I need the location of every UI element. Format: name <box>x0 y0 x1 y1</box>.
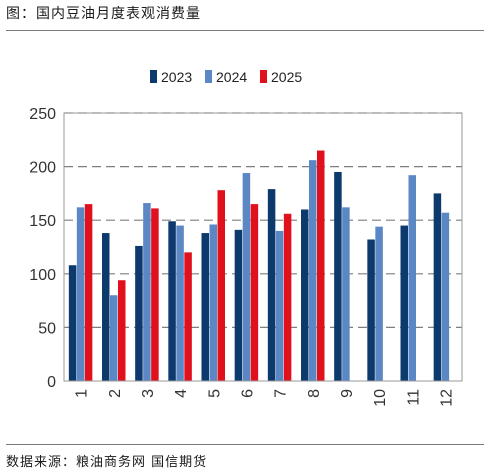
bar-2025-6 <box>250 204 259 381</box>
bar-2024-8 <box>309 160 317 381</box>
title-divider <box>6 30 484 31</box>
bar-2025-4 <box>184 252 192 381</box>
bar-2023-1 <box>68 265 77 381</box>
x-tick-label: 3 <box>140 389 157 398</box>
bar-2023-10 <box>367 239 375 381</box>
legend-label-2023: 2023 <box>161 69 192 85</box>
bar-2024-3 <box>143 203 151 381</box>
bar-2024-5 <box>209 224 217 381</box>
bar-2024-6 <box>242 173 251 381</box>
x-tick-label: 4 <box>173 389 190 398</box>
y-tick-label: 250 <box>29 106 56 123</box>
x-tick-label: 2 <box>107 389 124 398</box>
bar-2023-12 <box>433 193 442 381</box>
x-tick-label: 5 <box>206 389 223 398</box>
legend-swatch-2025 <box>260 70 267 83</box>
legend-label-2025: 2025 <box>271 69 302 85</box>
x-tick-label: 1 <box>74 389 91 398</box>
source-divider <box>6 444 484 445</box>
x-tick-label: 10 <box>372 389 389 407</box>
x-tick-label: 12 <box>438 389 455 407</box>
source-note: 数据来源：粮油商务网 国信期货 <box>6 455 208 470</box>
bar-2025-7 <box>283 213 292 381</box>
bar-2023-3 <box>135 245 143 381</box>
x-tick-label: 7 <box>273 389 290 398</box>
bar-2024-9 <box>342 207 350 381</box>
bar-2024-11 <box>408 175 416 381</box>
x-tick-label: 8 <box>306 389 323 398</box>
bar-2025-8 <box>317 150 325 381</box>
bar-2025-1 <box>84 204 93 381</box>
bar-2025-5 <box>217 190 225 381</box>
figure-title: 图：国内豆油月度表观消费量 <box>6 6 201 22</box>
bar-2023-5 <box>201 233 209 381</box>
x-tick-label: 9 <box>339 389 356 398</box>
legend-swatch-2023 <box>150 70 157 83</box>
bar-2023-2 <box>102 233 110 381</box>
bar-2024-10 <box>375 226 383 381</box>
y-axis-ticks: 0 50 100 150 200 250 <box>29 106 56 391</box>
bar-2023-8 <box>301 209 309 381</box>
y-tick-label: 0 <box>47 374 56 391</box>
bar-2023-7 <box>267 189 276 381</box>
legend: 2023 2024 2025 <box>150 69 302 85</box>
y-tick-label: 200 <box>29 160 56 177</box>
bar-2025-2 <box>118 280 126 381</box>
legend-label-2024: 2024 <box>216 69 247 85</box>
y-tick-label: 50 <box>38 320 56 337</box>
y-tick-label: 100 <box>29 267 56 284</box>
bar-2023-4 <box>168 221 176 381</box>
bar-2024-1 <box>76 207 85 381</box>
bar-2024-12 <box>441 212 450 381</box>
bar-2024-7 <box>275 230 284 381</box>
bar-2024-4 <box>176 225 184 381</box>
x-axis-ticks: 1 2 3 4 5 6 7 8 9 10 11 12 <box>74 389 456 407</box>
legend-swatch-2024 <box>205 70 212 83</box>
bar-2024-2 <box>110 295 118 381</box>
bar-2023-9 <box>334 171 342 381</box>
plot-frame <box>63 112 463 382</box>
y-tick-label: 150 <box>29 213 56 230</box>
bar-2025-3 <box>151 208 159 381</box>
x-tick-label: 11 <box>405 389 422 406</box>
bar-2023-11 <box>400 225 408 381</box>
x-tick-label: 6 <box>239 389 256 398</box>
bar-2023-6 <box>234 229 243 381</box>
bars <box>68 150 450 381</box>
